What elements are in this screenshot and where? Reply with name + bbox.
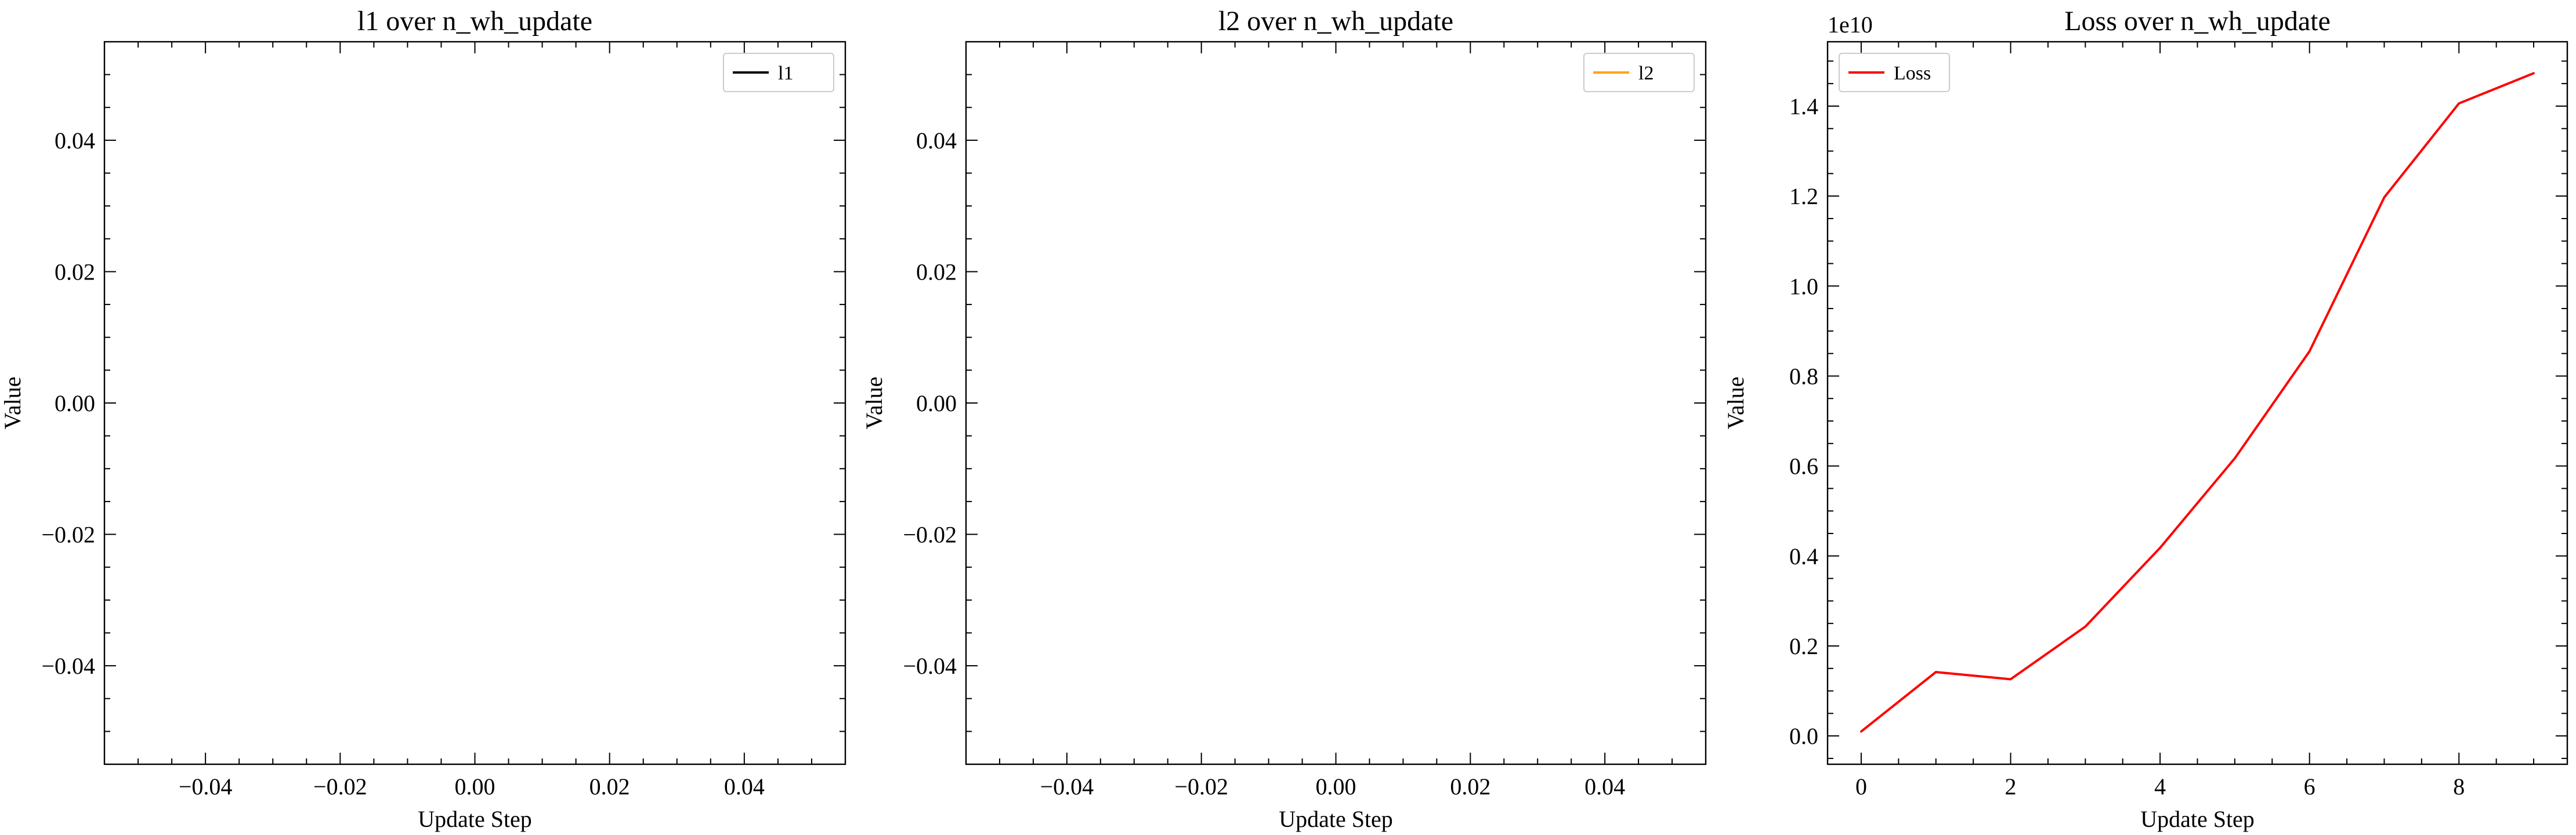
legend: Loss [1839, 53, 1950, 92]
x-tick-label: −0.04 [1040, 774, 1094, 800]
y-tick-label: 1.4 [1789, 93, 1818, 119]
legend-label: l2 [1638, 63, 1654, 84]
x-axis-label: Update Step [1279, 806, 1393, 832]
axis-ticks [965, 41, 1706, 765]
y-tick-label: −0.02 [903, 522, 957, 548]
x-tick-label: −0.02 [313, 774, 367, 800]
axis-ticks [104, 41, 846, 765]
legend-label: Loss [1894, 63, 1931, 84]
legend: l2 [1583, 53, 1695, 92]
x-tick-label: 0.02 [1450, 774, 1490, 800]
plot-area-frame [103, 41, 846, 765]
x-axis-label: Update Step [2140, 806, 2255, 832]
chart-panel-2: −0.04 −0.02 0.00 0.02 0.04 −0.04 −0.02 0.00 0.02… [861, 6, 1707, 832]
legend-box [1839, 53, 1950, 92]
x-tick-label: 0.04 [724, 774, 765, 800]
y-tick-label: −0.04 [903, 653, 957, 679]
x-tick-label: 0.02 [589, 774, 630, 800]
y-tick-label: 0.02 [916, 259, 957, 285]
x-tick-label: 0.04 [1584, 774, 1625, 800]
plot-area-frame [965, 41, 1707, 765]
y-tick-label: 0.8 [1789, 363, 1818, 389]
chart-title: l1 over n_wh_update [357, 6, 592, 37]
x-tick-label: 6 [2304, 774, 2315, 800]
y-tick-label: −0.02 [41, 522, 95, 548]
legend-box [723, 53, 834, 92]
chart-panel-3: 0 2 4 6 8 0.0 0.2 0.4 0.6 0.8 1.0 1.2 1.4 Update Step… [1723, 6, 2568, 832]
y-tick-label: 0.02 [55, 259, 95, 285]
y-tick-label: −0.04 [41, 653, 95, 679]
x-tick-label: 0.00 [1316, 774, 1356, 800]
y-axis-label: Value [861, 376, 887, 429]
y-axis-label: Value [1723, 376, 1749, 429]
x-axis-label: Update Step [418, 806, 532, 832]
y-tick-label: 0.2 [1789, 633, 1818, 659]
y-tick-label: 0.0 [1789, 723, 1818, 749]
x-tick-label: 0 [1855, 774, 1867, 800]
y-offset-label: 1e10 [1828, 12, 1873, 38]
legend-box [1583, 53, 1695, 92]
chart-panel-1: −0.04 −0.02 0.00 0.02 0.04 −0.04 −0.02 0.00 0.02… [0, 6, 846, 832]
legend: l1 [723, 53, 834, 92]
x-tick-label: 2 [2005, 774, 2017, 800]
y-tick-label: 0.6 [1789, 453, 1818, 480]
y-tick-label: 0.4 [1789, 543, 1818, 569]
x-tick-label: −0.04 [179, 774, 233, 800]
x-tick-label: −0.02 [1174, 774, 1228, 800]
x-tick-label: 4 [2154, 774, 2166, 800]
y-tick-label: 1.2 [1789, 183, 1818, 209]
chart-title: l2 over n_wh_update [1218, 6, 1453, 37]
x-tick-label: 8 [2453, 774, 2465, 800]
axis-ticks [1828, 42, 2567, 764]
chart-title: Loss over n_wh_update [2064, 6, 2331, 37]
y-tick-label: 0.00 [55, 390, 95, 416]
y-tick-label: 1.0 [1789, 273, 1818, 299]
y-axis-label: Value [0, 376, 26, 429]
series-line-1 [1860, 72, 2535, 733]
plot-area-frame [1826, 41, 2568, 765]
legend-label: l1 [778, 63, 793, 84]
x-tick-label: 0.00 [455, 774, 495, 800]
y-tick-label: 0.04 [55, 128, 95, 154]
y-tick-label: 0.04 [916, 128, 957, 154]
y-tick-label: 0.00 [916, 390, 957, 416]
